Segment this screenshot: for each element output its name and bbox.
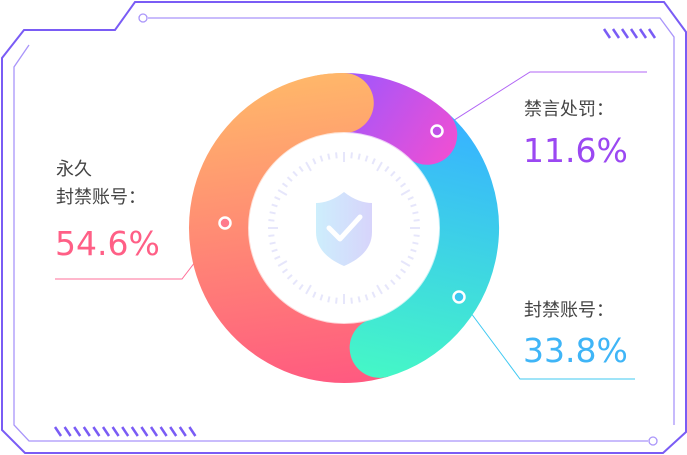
stripe [169, 426, 178, 437]
stripe [638, 28, 648, 39]
stripe [111, 426, 120, 437]
value-permanent: 54.6% [55, 224, 160, 263]
donut [189, 73, 499, 383]
dial-tick [410, 248, 417, 253]
dial-tick [305, 161, 312, 172]
dial-tick [281, 268, 288, 274]
stripe [121, 426, 130, 437]
dial-tick [269, 241, 276, 245]
dial-tick [274, 196, 281, 201]
dial-tick [271, 203, 278, 208]
dial-tick [384, 284, 390, 291]
stripe [130, 426, 139, 437]
stripe [159, 426, 168, 437]
stripe [53, 426, 63, 437]
dial-tick [395, 274, 402, 280]
stripe [188, 426, 197, 437]
stripe [629, 28, 639, 39]
marker-permanent [218, 216, 232, 230]
label-permanent-line2: 封禁账号： [56, 187, 146, 208]
dial-tick [407, 196, 414, 201]
stripe [602, 28, 612, 39]
stripe [611, 28, 621, 39]
marker-mute [430, 124, 444, 138]
dial-tick [319, 294, 324, 301]
dial-tick [271, 248, 278, 253]
dial-tick [357, 153, 361, 160]
stripe [92, 426, 101, 437]
dial-tick [312, 291, 317, 298]
dial-tick [371, 291, 376, 298]
leader-line-ban [458, 296, 635, 380]
stripe [647, 28, 657, 39]
leader-line-mute [436, 71, 647, 132]
dial-tick [281, 182, 288, 188]
dial-tick [292, 279, 298, 286]
label-ban: 封禁账号： [524, 300, 614, 321]
stripe [620, 28, 630, 39]
dial-tick [371, 158, 376, 165]
dial-tick [400, 189, 411, 196]
label-mute: 禁言处罚： [524, 99, 614, 120]
value-mute: 11.6% [523, 131, 628, 170]
dial-tick [312, 158, 317, 165]
dial-tick [413, 219, 420, 222]
stripe [73, 426, 82, 437]
dial-tick [277, 189, 288, 196]
dial-tick [286, 176, 293, 182]
stripe [178, 426, 187, 437]
dial-tick [412, 211, 419, 215]
dial-tick [395, 176, 402, 182]
value-ban: 33.8% [523, 331, 628, 370]
dial-tick [292, 170, 298, 177]
dial-tick [400, 182, 407, 188]
dial-tick [412, 241, 419, 245]
dial-tick [327, 296, 331, 303]
dial-tick [350, 152, 353, 159]
dial-tick [277, 260, 288, 267]
stripe [149, 426, 159, 437]
dial-tick [268, 219, 275, 222]
dial-tick [364, 294, 369, 301]
dial-tick [390, 170, 396, 177]
slice-permanent-cap [292, 73, 374, 135]
dial-tick [298, 165, 304, 172]
marker-ban [452, 290, 466, 304]
dial-tick [298, 284, 304, 291]
dial-tick [268, 234, 275, 237]
stripe [63, 426, 72, 437]
dial-tick [407, 255, 414, 260]
dial-tick [384, 165, 390, 172]
dial-tick [335, 152, 338, 159]
shield-check-icon [316, 192, 372, 266]
dial-tick [357, 296, 361, 303]
slice-permanent [189, 73, 389, 383]
decor-stripes-bottom [53, 426, 197, 437]
dial-tick [376, 161, 383, 172]
dial-tick [335, 297, 338, 304]
stripe [82, 426, 91, 437]
dial-tick [390, 279, 396, 286]
dial-tick [305, 284, 312, 295]
dial-tick [400, 268, 407, 274]
dial-tick [376, 284, 383, 295]
dial-tick [286, 274, 293, 280]
decor-stripes-top [602, 28, 657, 39]
stripe [140, 426, 149, 437]
dial-tick [274, 255, 281, 260]
stripe [101, 426, 111, 437]
dial-tick [413, 234, 420, 237]
label-permanent-line1: 永久 [56, 159, 92, 180]
dial-tick [327, 153, 331, 160]
dial-tick [269, 211, 276, 215]
dial-ticks [268, 152, 420, 304]
dial-tick [364, 155, 369, 162]
dial-tick [319, 155, 324, 162]
slice-ban [349, 104, 499, 378]
dial-tick [350, 297, 353, 304]
dial-tick [400, 260, 411, 267]
dial-tick [410, 203, 417, 208]
